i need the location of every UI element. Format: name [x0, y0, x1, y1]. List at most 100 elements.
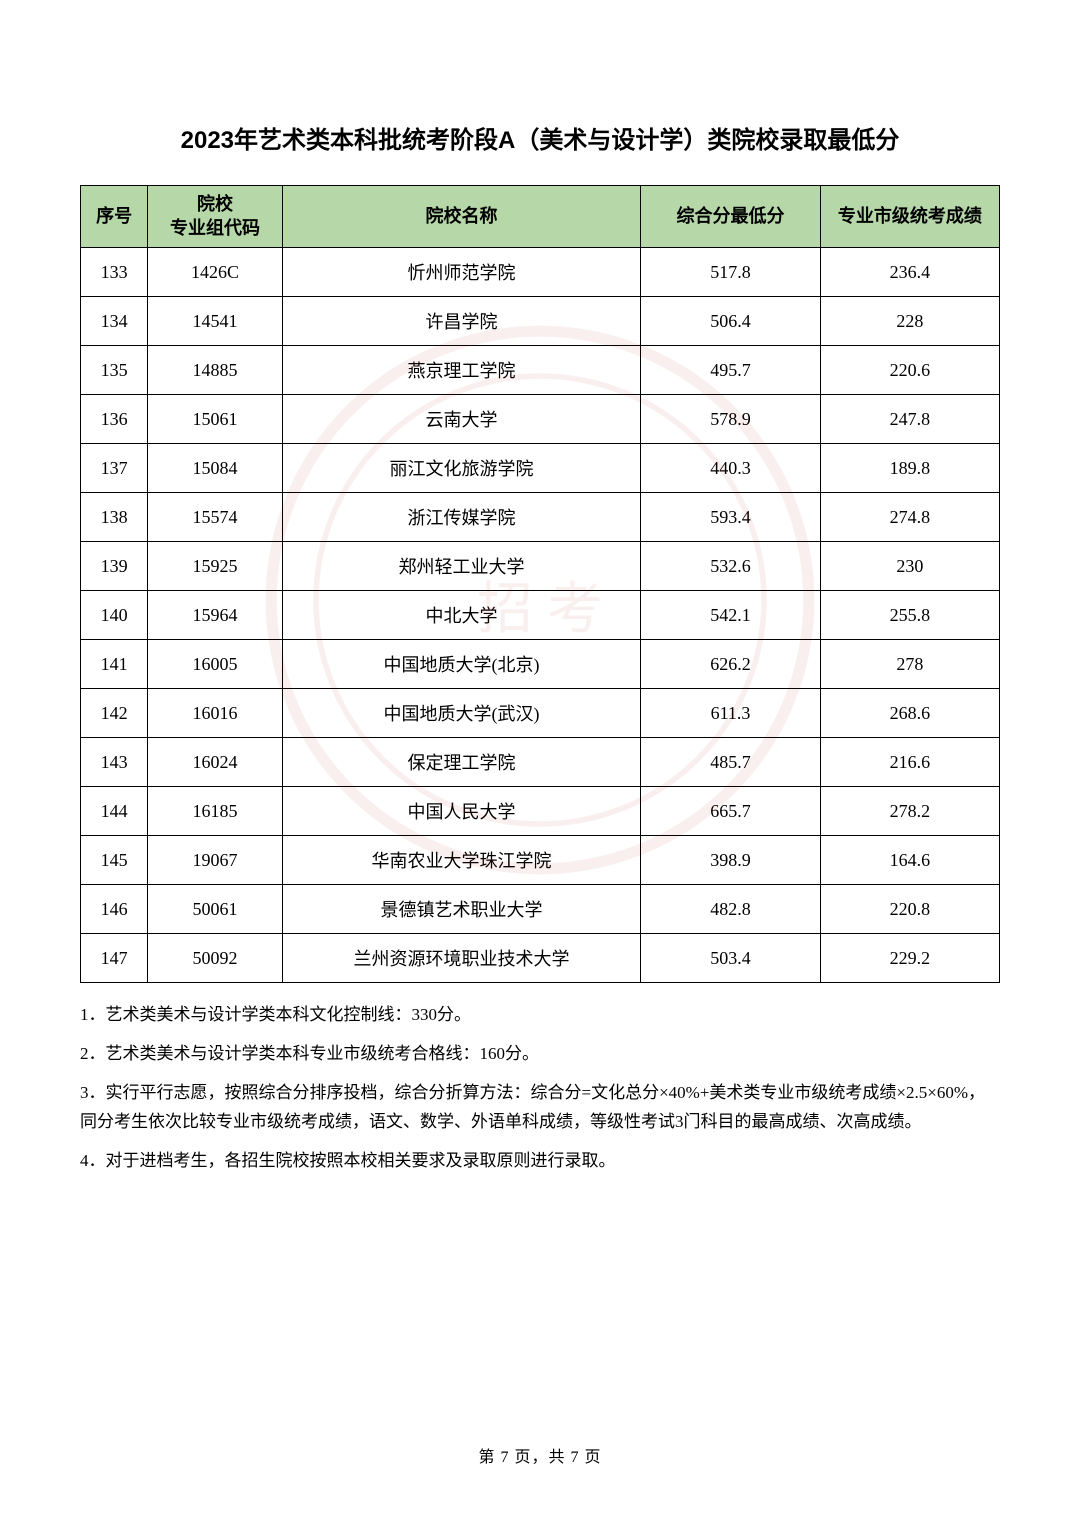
cell-code: 50092 [148, 934, 282, 983]
page-footer: 第 7 页，共 7 页 [0, 1443, 1080, 1467]
cell-score: 532.6 [641, 542, 820, 591]
cell-code: 15964 [148, 591, 282, 640]
cell-score: 517.8 [641, 248, 820, 297]
col-header-score: 综合分最低分 [641, 186, 820, 248]
cell-score: 440.3 [641, 444, 820, 493]
cell-index: 137 [81, 444, 148, 493]
notes-section: 1．艺术类美术与设计学类本科文化控制线：330分。 2．艺术类美术与设计学类本科专… [80, 1001, 1000, 1175]
cell-name: 郑州轻工业大学 [282, 542, 641, 591]
cell-exam: 189.8 [820, 444, 999, 493]
cell-name: 中国地质大学(北京) [282, 640, 641, 689]
cell-score: 626.2 [641, 640, 820, 689]
table-row: 14015964中北大学542.1255.8 [81, 591, 1000, 640]
cell-index: 133 [81, 248, 148, 297]
cell-code: 16005 [148, 640, 282, 689]
table-row: 13615061云南大学578.9247.8 [81, 395, 1000, 444]
table-row: 14316024保定理工学院485.7216.6 [81, 738, 1000, 787]
cell-score: 503.4 [641, 934, 820, 983]
cell-exam: 220.6 [820, 346, 999, 395]
cell-name: 华南农业大学珠江学院 [282, 836, 641, 885]
cell-name: 忻州师范学院 [282, 248, 641, 297]
cell-index: 140 [81, 591, 148, 640]
note-line: 1．艺术类美术与设计学类本科文化控制线：330分。 [80, 1001, 1000, 1030]
table-row: 13815574浙江传媒学院593.4274.8 [81, 493, 1000, 542]
table-row: 13715084丽江文化旅游学院440.3189.8 [81, 444, 1000, 493]
cell-code: 1426C [148, 248, 282, 297]
cell-score: 611.3 [641, 689, 820, 738]
table-row: 14116005中国地质大学(北京)626.2278 [81, 640, 1000, 689]
cell-exam: 229.2 [820, 934, 999, 983]
cell-name: 中国人民大学 [282, 787, 641, 836]
cell-index: 138 [81, 493, 148, 542]
cell-score: 398.9 [641, 836, 820, 885]
cell-exam: 220.8 [820, 885, 999, 934]
cell-name: 浙江传媒学院 [282, 493, 641, 542]
cell-code: 50061 [148, 885, 282, 934]
cell-exam: 274.8 [820, 493, 999, 542]
table-row: 13514885燕京理工学院495.7220.6 [81, 346, 1000, 395]
cell-index: 141 [81, 640, 148, 689]
cell-exam: 278 [820, 640, 999, 689]
cell-index: 146 [81, 885, 148, 934]
cell-exam: 216.6 [820, 738, 999, 787]
col-header-exam: 专业市级统考成绩 [820, 186, 999, 248]
cell-index: 139 [81, 542, 148, 591]
cell-code: 19067 [148, 836, 282, 885]
table-row: 14519067华南农业大学珠江学院398.9164.6 [81, 836, 1000, 885]
col-header-index: 序号 [81, 186, 148, 248]
cell-code: 15925 [148, 542, 282, 591]
table-row: 13414541许昌学院506.4228 [81, 297, 1000, 346]
note-line: 3．实行平行志愿，按照综合分排序投档，综合分折算方法：综合分=文化总分×40%+… [80, 1079, 1000, 1137]
col-header-name: 院校名称 [282, 186, 641, 248]
cell-name: 丽江文化旅游学院 [282, 444, 641, 493]
cell-score: 482.8 [641, 885, 820, 934]
cell-exam: 228 [820, 297, 999, 346]
table-row: 14216016中国地质大学(武汉)611.3268.6 [81, 689, 1000, 738]
cell-index: 144 [81, 787, 148, 836]
cell-code: 16016 [148, 689, 282, 738]
cell-name: 兰州资源环境职业技术大学 [282, 934, 641, 983]
cell-index: 145 [81, 836, 148, 885]
cell-score: 506.4 [641, 297, 820, 346]
cell-name: 云南大学 [282, 395, 641, 444]
cell-code: 16024 [148, 738, 282, 787]
cell-exam: 247.8 [820, 395, 999, 444]
cell-code: 15574 [148, 493, 282, 542]
cell-code: 14541 [148, 297, 282, 346]
cell-score: 578.9 [641, 395, 820, 444]
cell-exam: 236.4 [820, 248, 999, 297]
cell-name: 中国地质大学(武汉) [282, 689, 641, 738]
cell-name: 燕京理工学院 [282, 346, 641, 395]
cell-code: 15061 [148, 395, 282, 444]
table-body: 1331426C忻州师范学院517.8236.413414541许昌学院506.… [81, 248, 1000, 983]
cell-index: 142 [81, 689, 148, 738]
cell-index: 143 [81, 738, 148, 787]
document-page: 招 考 2023年艺术类本科批统考阶段A（美术与设计学）类院校录取最低分 序号 … [0, 0, 1080, 1527]
cell-name: 许昌学院 [282, 297, 641, 346]
cell-score: 542.1 [641, 591, 820, 640]
cell-index: 135 [81, 346, 148, 395]
admission-score-table: 序号 院校 专业组代码 院校名称 综合分最低分 专业市级统考成绩 1331426… [80, 185, 1000, 983]
cell-exam: 268.6 [820, 689, 999, 738]
table-row: 14650061景德镇艺术职业大学482.8220.8 [81, 885, 1000, 934]
note-line: 4．对于进档考生，各招生院校按照本校相关要求及录取原则进行录取。 [80, 1147, 1000, 1176]
page-title: 2023年艺术类本科批统考阶段A（美术与设计学）类院校录取最低分 [80, 120, 1000, 155]
cell-score: 495.7 [641, 346, 820, 395]
table-row: 14750092兰州资源环境职业技术大学503.4229.2 [81, 934, 1000, 983]
cell-name: 保定理工学院 [282, 738, 641, 787]
cell-score: 485.7 [641, 738, 820, 787]
cell-name: 中北大学 [282, 591, 641, 640]
table-row: 13915925郑州轻工业大学532.6230 [81, 542, 1000, 591]
note-line: 2．艺术类美术与设计学类本科专业市级统考合格线：160分。 [80, 1040, 1000, 1069]
cell-code: 15084 [148, 444, 282, 493]
cell-score: 593.4 [641, 493, 820, 542]
cell-exam: 255.8 [820, 591, 999, 640]
cell-name: 景德镇艺术职业大学 [282, 885, 641, 934]
table-header: 序号 院校 专业组代码 院校名称 综合分最低分 专业市级统考成绩 [81, 186, 1000, 248]
cell-score: 665.7 [641, 787, 820, 836]
table-row: 1331426C忻州师范学院517.8236.4 [81, 248, 1000, 297]
cell-index: 134 [81, 297, 148, 346]
cell-index: 147 [81, 934, 148, 983]
table-row: 14416185中国人民大学665.7278.2 [81, 787, 1000, 836]
cell-exam: 230 [820, 542, 999, 591]
